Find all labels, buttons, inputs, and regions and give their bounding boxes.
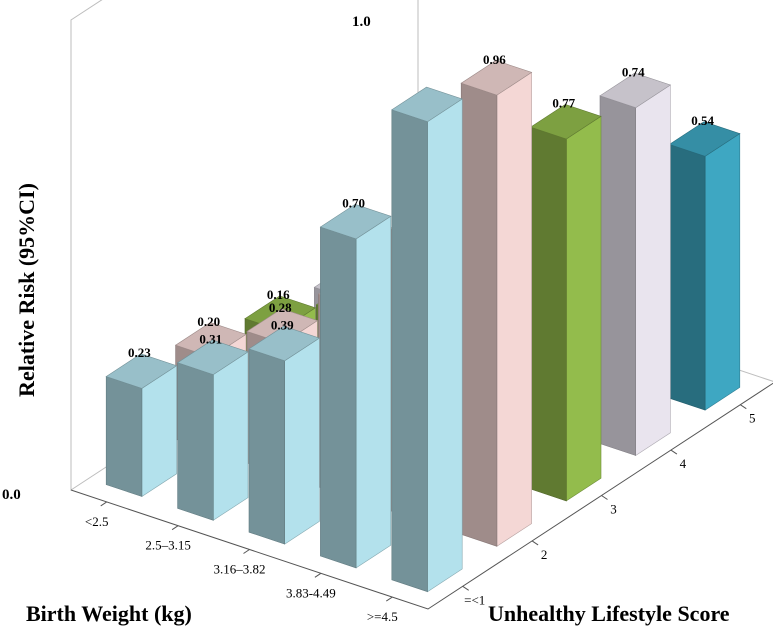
x-tick-mark <box>314 572 322 578</box>
bar: 0.96 <box>460 52 533 547</box>
bar-value-label: 0.28 <box>269 300 292 315</box>
bar-front-face <box>427 98 463 593</box>
bar: 0.70 <box>319 196 392 569</box>
bar-value-label: 0.74 <box>622 64 645 79</box>
bar: 0.77 <box>529 96 602 502</box>
x-tick-mark <box>100 501 107 507</box>
ticks-layer: <2.5 2.5–3.15 3.16–3.82 3.83-4.49 >=4.5 =<1 2 3… <box>85 404 756 624</box>
bar-value-label: 0.77 <box>552 96 575 111</box>
x-tick-mark <box>171 525 179 531</box>
bar-side-face <box>669 143 706 411</box>
depth-tick-label: 4 <box>680 456 687 471</box>
bar-top-face <box>248 325 321 362</box>
bar: 0.23 <box>105 345 178 498</box>
depth-tick-mark <box>462 585 469 591</box>
y-tick-min: 0.0 <box>2 487 21 503</box>
bar-value-label: 0.70 <box>342 196 365 211</box>
depth-tick-label: 3 <box>610 502 617 517</box>
bar-front-face <box>213 351 249 521</box>
bar: 0.54 <box>668 113 741 411</box>
bar-top-face <box>460 60 533 96</box>
bar-value-label: 0.23 <box>128 345 151 360</box>
bar-side-face <box>177 362 214 521</box>
bar-value-label: 0.96 <box>483 52 506 67</box>
depth-tick-mark <box>740 404 747 410</box>
x-tick-label: 2.5–3.15 <box>145 538 191 553</box>
depth-axis-title: Unhealthy Lifestyle Score <box>488 601 730 626</box>
bar-value-label: 0.20 <box>197 314 220 329</box>
bar-value-label: 0.39 <box>271 318 294 333</box>
bar-top-face <box>176 339 249 375</box>
bar-front-face <box>496 71 532 547</box>
bar-front-face <box>635 84 671 457</box>
y-tick-max: 1.0 <box>352 14 371 30</box>
x-tick-label: 3.16–3.82 <box>214 562 266 577</box>
bar-value-label: 0.16 <box>267 287 290 302</box>
bar-top-face <box>668 121 741 157</box>
x-tick-label: <2.5 <box>85 514 109 529</box>
x-tick-mark <box>243 549 250 554</box>
depth-tick-mark <box>601 495 608 500</box>
x-tick-label: >=4.5 <box>367 609 398 624</box>
bar-side-face <box>391 109 428 593</box>
bar-front-face <box>704 133 741 411</box>
depth-tick-label: 5 <box>749 411 756 426</box>
bar-front-face <box>284 337 320 545</box>
bar-side-face <box>105 376 143 497</box>
bar-value-label: 0.54 <box>691 113 714 128</box>
x-tick-mark <box>386 596 393 602</box>
y-axis-title: Relative Risk (95%CI) <box>14 183 39 397</box>
bar-top-face <box>391 86 463 123</box>
bar-front-face <box>355 215 392 569</box>
bar-side-face <box>530 126 567 502</box>
depth-tick-mark <box>670 449 678 455</box>
bar-top-face <box>319 203 392 240</box>
bar: 0.39 <box>248 318 321 545</box>
bar: 0.74 <box>599 64 672 457</box>
bar-side-face <box>320 226 357 569</box>
x-axis-title: Birth Weight (kg) <box>26 601 192 626</box>
bar-front-face <box>565 115 602 502</box>
bar-top-face <box>599 72 672 109</box>
x-tick-label: 3.83-4.49 <box>286 585 336 600</box>
bar-side-face <box>460 82 498 547</box>
floor-edge <box>70 382 773 610</box>
bar-side-face <box>248 348 286 545</box>
depth-tick-label: 2 <box>541 547 548 562</box>
bar-value-label: 0.31 <box>199 331 222 346</box>
bar-top-face <box>105 353 178 389</box>
bar-side-face <box>599 95 637 456</box>
bars-layer: 0.120.160.240.390.540.130.240.320.490.74… <box>105 52 741 593</box>
bar: 0.31 <box>176 331 249 521</box>
bar-top-face <box>529 104 602 140</box>
depth-tick-mark <box>531 540 539 546</box>
bar <box>391 86 463 593</box>
depth-tick-label: =<1 <box>464 592 485 607</box>
